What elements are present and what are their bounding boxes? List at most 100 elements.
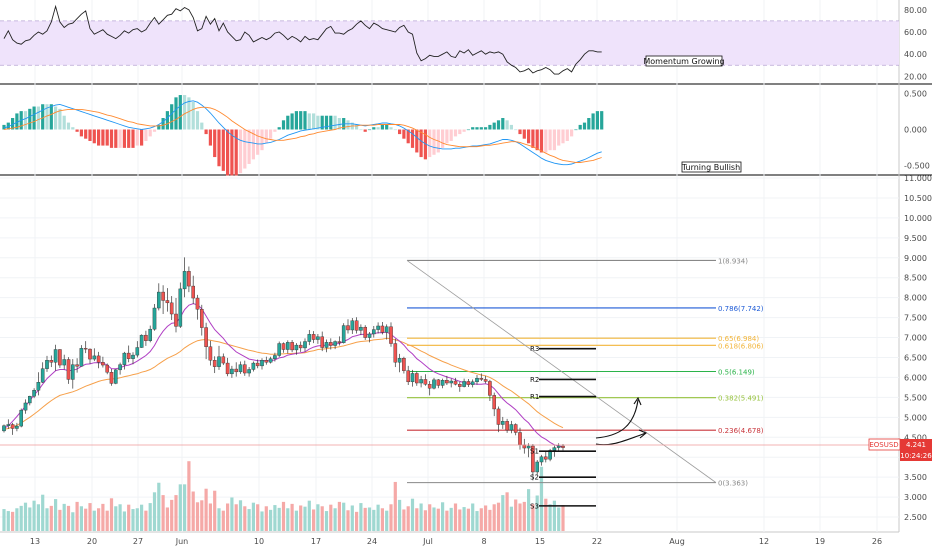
fib-level-label: 0.5(6.149) xyxy=(718,368,755,376)
volume-bar xyxy=(496,502,501,531)
fib-level-label: 0(3.363) xyxy=(718,480,748,488)
macd-histogram-bar xyxy=(277,127,281,130)
candle-body xyxy=(367,333,372,338)
candle-body xyxy=(23,402,28,411)
volume-bar xyxy=(475,511,479,531)
macd-histogram-bar xyxy=(41,104,45,130)
macd-histogram-bar xyxy=(316,115,320,130)
candle-body xyxy=(242,364,247,374)
candle-body xyxy=(372,329,376,335)
macd-histogram-bar xyxy=(398,129,402,135)
macd-annotation[interactable]: Turning Bullish xyxy=(681,161,742,173)
rsi-annotation[interactable]: Momentum Growing xyxy=(643,55,725,67)
volume-bar xyxy=(535,495,539,531)
candle-body xyxy=(462,381,466,387)
price-axis-tick: 7.000 xyxy=(904,334,927,343)
candle-body xyxy=(187,271,191,287)
macd-histogram-bar xyxy=(260,129,264,151)
macd-histogram-bar xyxy=(131,129,135,148)
volume-bar xyxy=(453,503,458,531)
price-axis-tick: 6.000 xyxy=(904,373,927,382)
macd-histogram-bar xyxy=(213,129,217,158)
macd-histogram-bar xyxy=(92,129,96,144)
price-axis-tick: 9.000 xyxy=(904,254,927,263)
volume-bar xyxy=(329,504,333,531)
macd-histogram-bar xyxy=(367,129,372,131)
macd-histogram-bar xyxy=(54,106,58,130)
volume-bar xyxy=(88,503,92,531)
volume-bar xyxy=(213,490,217,531)
fib-level-label: 0.236(4.678) xyxy=(718,427,764,435)
macd-histogram-bar xyxy=(23,111,28,130)
macd-histogram-bar xyxy=(165,111,169,130)
volume-bar xyxy=(15,508,19,531)
volume-bar xyxy=(398,499,402,531)
macd-histogram-bar xyxy=(329,115,333,130)
last-price-label: 4.241 xyxy=(906,441,926,449)
macd-histogram-bar xyxy=(518,129,522,135)
volume-bar xyxy=(462,507,466,531)
volume-bar xyxy=(191,491,195,531)
macd-histogram-bar xyxy=(514,129,518,131)
volume-bar xyxy=(170,499,174,531)
macd-histogram-bar xyxy=(393,129,397,131)
candle-body xyxy=(131,354,135,359)
macd-histogram-bar xyxy=(333,115,337,130)
macd-histogram-bar xyxy=(565,129,569,141)
candle-body xyxy=(264,360,269,363)
candle-body xyxy=(277,343,282,356)
candle-body xyxy=(298,344,303,349)
projection-arrowhead-right xyxy=(638,429,648,439)
candle-body xyxy=(552,447,557,451)
candle-body xyxy=(195,297,200,310)
volume-bar xyxy=(363,507,367,531)
macd-histogram-bar xyxy=(221,129,225,171)
candle-body xyxy=(28,395,32,404)
macd-histogram-bar xyxy=(251,129,255,160)
macd-histogram-bar xyxy=(6,122,10,130)
volume-bar xyxy=(458,509,462,531)
candle-body xyxy=(376,325,380,330)
macd-histogram-bar xyxy=(140,129,144,146)
volume-bar xyxy=(183,484,187,531)
volume-bar xyxy=(264,506,268,531)
macd-histogram-bar xyxy=(157,124,161,130)
volume-bar xyxy=(230,497,234,531)
volume-bar xyxy=(509,506,513,531)
candle-body xyxy=(238,364,243,373)
candle-body xyxy=(88,348,92,360)
macd-axis-tick: 0.500 xyxy=(904,90,927,99)
macd-histogram-bar xyxy=(36,106,40,130)
macd-histogram-bar xyxy=(256,129,260,155)
macd-histogram-bar xyxy=(15,113,19,130)
macd-histogram-bar xyxy=(88,129,92,141)
volume-bar xyxy=(152,492,157,531)
time-tick-label: 27 xyxy=(133,537,143,546)
volume-bar xyxy=(449,507,453,531)
macd-histogram-bar xyxy=(415,129,419,153)
candle-body xyxy=(135,347,140,356)
price-axis-tick: 9.500 xyxy=(904,234,927,243)
candle-body xyxy=(83,348,88,350)
macd-histogram-bar xyxy=(62,115,66,130)
rsi-axis-tick: 80.00 xyxy=(904,6,927,15)
macd-histogram-bar xyxy=(28,108,32,130)
volume-bar xyxy=(527,489,531,531)
volume-bar xyxy=(28,507,32,531)
macd-histogram-bar xyxy=(527,129,531,144)
candle-body xyxy=(337,341,342,343)
candle-body xyxy=(230,368,234,375)
macd-histogram-bar xyxy=(548,129,552,151)
macd-histogram-bar xyxy=(122,129,126,148)
fibonacci-retracement[interactable]: 1(8.934) 0.786(7.742) 0.65(6.984)0.618(6.8… xyxy=(406,257,764,488)
candle-body xyxy=(479,378,484,380)
macd-histogram-bar xyxy=(466,129,470,131)
candle-body xyxy=(415,373,419,384)
candle-body xyxy=(333,341,337,346)
macd-histogram-bar xyxy=(471,127,475,130)
pivot-levels[interactable]: R3 R2 R1 S1 S2 S3 xyxy=(530,345,596,510)
volume-bar xyxy=(36,504,40,531)
volume-bar xyxy=(226,503,230,531)
candle-body xyxy=(10,424,15,429)
